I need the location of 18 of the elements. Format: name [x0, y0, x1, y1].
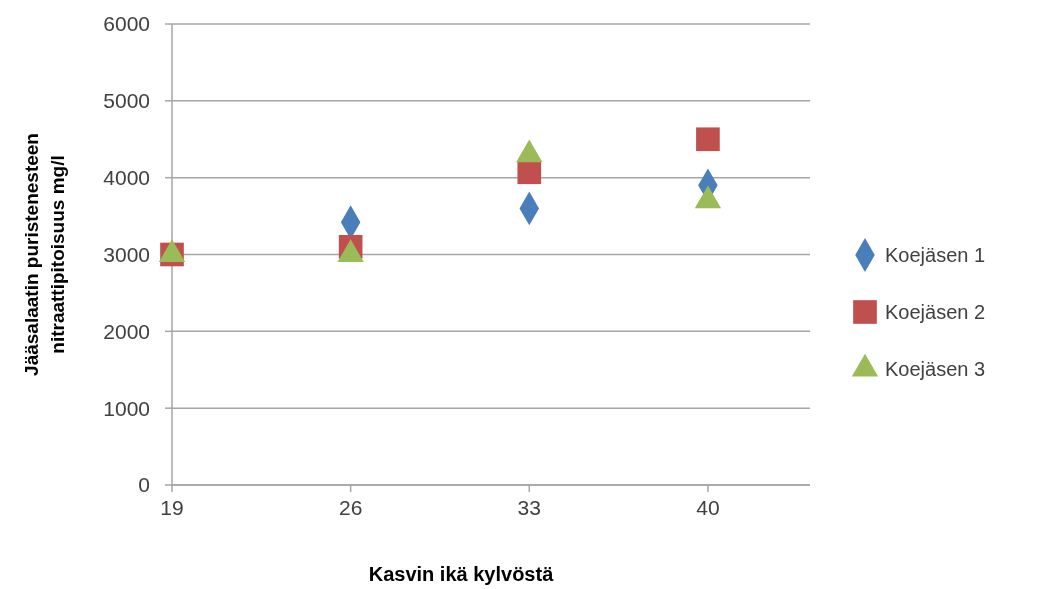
- y-tick-label: 4000: [103, 166, 150, 190]
- y-tick-label: 2000: [103, 319, 150, 343]
- y-axis-title: Jääsalaatin puristenesteen nitraattipitoisuus mg/l: [21, 133, 68, 376]
- x-axis-title: Kasvin ikä kylvöstä: [368, 563, 555, 585]
- y-tick-label: 6000: [103, 12, 150, 36]
- point: [517, 160, 542, 185]
- x-tick-label: 19: [160, 496, 184, 519]
- x-tick-label: 26: [338, 496, 363, 519]
- point: [696, 127, 720, 152]
- y-tick-label: 5000: [103, 89, 150, 113]
- x-tick-label: 40: [696, 496, 720, 519]
- legend-label: Koejäsen 1: [885, 244, 986, 266]
- y-tick-label: 1000: [103, 396, 150, 420]
- legend-label: Koejäsen 2: [885, 301, 986, 323]
- y-tick-label: 0: [138, 473, 150, 497]
- y-tick-label: 3000: [103, 242, 150, 266]
- x-tick-label: 33: [517, 496, 541, 519]
- legend-label: Koejäsen 3: [885, 358, 986, 380]
